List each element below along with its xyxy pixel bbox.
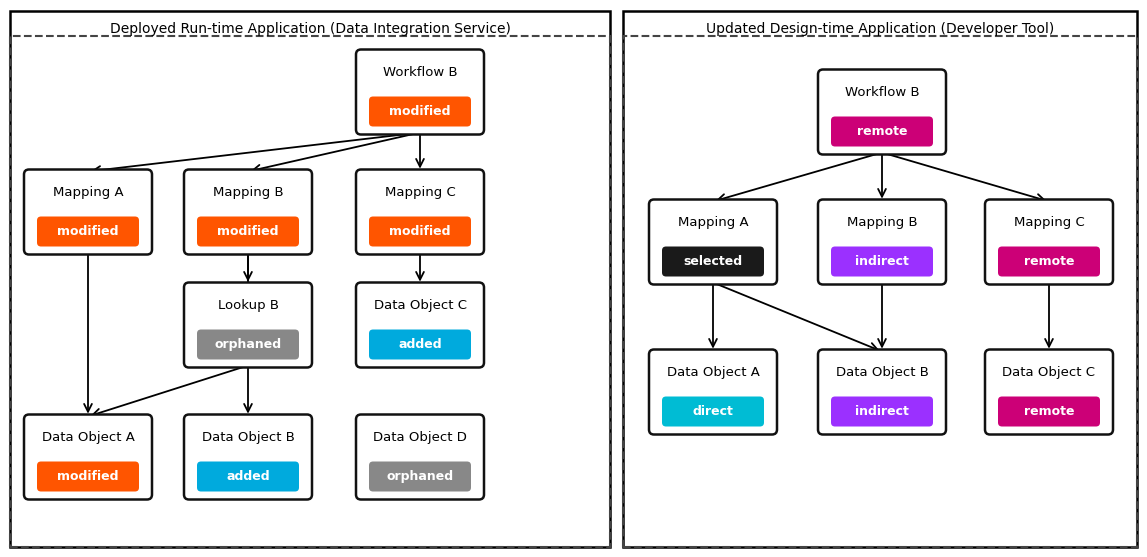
FancyBboxPatch shape xyxy=(184,414,312,500)
Text: Data Object D: Data Object D xyxy=(373,431,467,444)
FancyBboxPatch shape xyxy=(998,397,1100,427)
Text: modified: modified xyxy=(389,225,451,238)
FancyBboxPatch shape xyxy=(356,169,484,255)
Text: Mapping B: Mapping B xyxy=(846,216,918,229)
Text: remote: remote xyxy=(1024,405,1075,418)
FancyBboxPatch shape xyxy=(369,96,471,126)
Text: Workflow B: Workflow B xyxy=(844,86,919,99)
FancyBboxPatch shape xyxy=(356,414,484,500)
FancyBboxPatch shape xyxy=(24,414,153,500)
Text: modified: modified xyxy=(57,225,119,238)
Text: Mapping A: Mapping A xyxy=(678,216,748,229)
FancyBboxPatch shape xyxy=(369,462,471,491)
Text: added: added xyxy=(226,470,270,483)
FancyBboxPatch shape xyxy=(184,169,312,255)
FancyBboxPatch shape xyxy=(818,349,946,434)
FancyBboxPatch shape xyxy=(830,116,933,146)
Text: remote: remote xyxy=(1024,255,1075,268)
FancyBboxPatch shape xyxy=(662,247,764,276)
FancyBboxPatch shape xyxy=(24,169,153,255)
Text: indirect: indirect xyxy=(855,405,908,418)
FancyBboxPatch shape xyxy=(818,70,946,154)
FancyBboxPatch shape xyxy=(184,282,312,368)
Text: modified: modified xyxy=(57,470,119,483)
FancyBboxPatch shape xyxy=(369,217,471,247)
Text: Data Object C: Data Object C xyxy=(1002,366,1095,379)
FancyBboxPatch shape xyxy=(998,247,1100,276)
FancyBboxPatch shape xyxy=(37,217,139,247)
Text: Mapping C: Mapping C xyxy=(1014,216,1084,229)
Text: added: added xyxy=(398,338,442,351)
Text: Workflow B: Workflow B xyxy=(383,66,458,79)
Text: Updated Design-time Application (Developer Tool): Updated Design-time Application (Develop… xyxy=(705,22,1054,36)
Text: remote: remote xyxy=(857,125,907,138)
Text: direct: direct xyxy=(693,405,733,418)
Text: Data Object A: Data Object A xyxy=(666,366,759,379)
FancyBboxPatch shape xyxy=(985,199,1113,285)
FancyBboxPatch shape xyxy=(649,349,777,434)
Text: Data Object C: Data Object C xyxy=(374,299,467,312)
FancyBboxPatch shape xyxy=(197,217,299,247)
Text: Data Object B: Data Object B xyxy=(202,431,295,444)
FancyBboxPatch shape xyxy=(197,330,299,359)
FancyBboxPatch shape xyxy=(649,199,777,285)
FancyBboxPatch shape xyxy=(197,462,299,491)
FancyBboxPatch shape xyxy=(662,397,764,427)
Text: orphaned: orphaned xyxy=(387,470,453,483)
FancyBboxPatch shape xyxy=(369,330,471,359)
Text: Data Object B: Data Object B xyxy=(835,366,928,379)
Text: selected: selected xyxy=(684,255,742,268)
FancyBboxPatch shape xyxy=(818,199,946,285)
Text: Mapping A: Mapping A xyxy=(53,186,124,199)
Text: Mapping B: Mapping B xyxy=(212,186,283,199)
FancyBboxPatch shape xyxy=(985,349,1113,434)
Text: Data Object A: Data Object A xyxy=(41,431,134,444)
Text: modified: modified xyxy=(217,225,279,238)
FancyBboxPatch shape xyxy=(356,282,484,368)
FancyBboxPatch shape xyxy=(830,397,933,427)
Text: modified: modified xyxy=(389,105,451,118)
Text: Deployed Run-time Application (Data Integration Service): Deployed Run-time Application (Data Inte… xyxy=(110,22,510,36)
Text: Lookup B: Lookup B xyxy=(218,299,279,312)
Text: indirect: indirect xyxy=(855,255,908,268)
Text: Mapping C: Mapping C xyxy=(384,186,455,199)
Text: orphaned: orphaned xyxy=(214,338,281,351)
FancyBboxPatch shape xyxy=(830,247,933,276)
FancyBboxPatch shape xyxy=(37,462,139,491)
FancyBboxPatch shape xyxy=(356,50,484,134)
